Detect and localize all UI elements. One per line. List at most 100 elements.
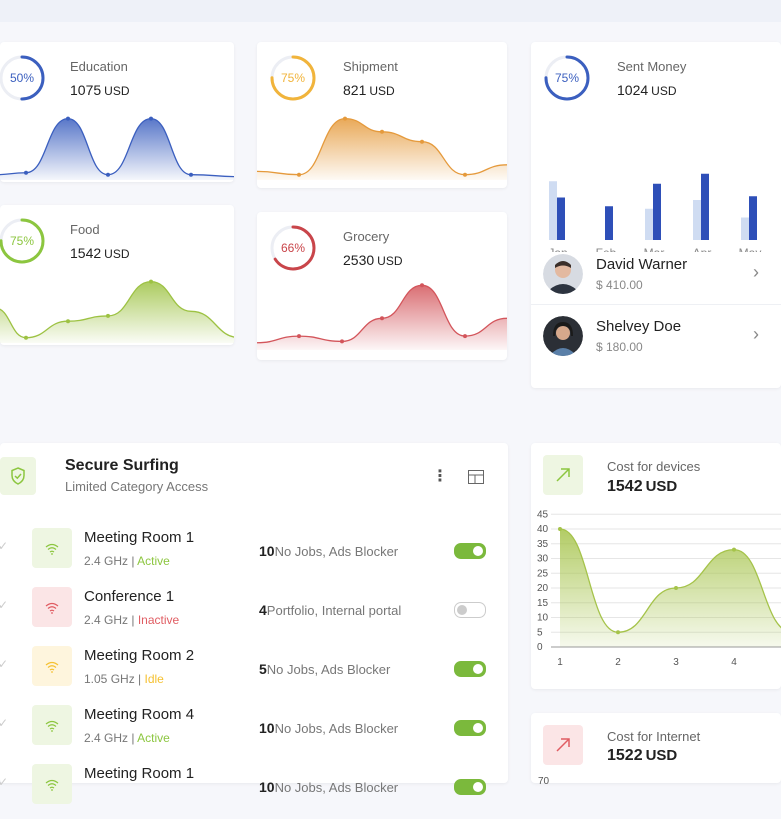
food-card: 75% Food 1542 USD — [0, 205, 234, 345]
wifi-icon — [32, 587, 72, 627]
education-currency: USD — [104, 84, 130, 98]
device-rule-count: 4 — [259, 602, 267, 618]
device-meta: 2.4 GHz | Active — [84, 731, 170, 745]
grocery-progress-ring — [270, 225, 316, 271]
food-progress-ring — [0, 218, 45, 264]
toggle-knob — [473, 664, 483, 674]
device-rule-desc: No Jobs, Ads Blocker — [274, 780, 399, 795]
device-rule-desc: No Jobs, Ads Blocker — [274, 544, 399, 559]
device-meta: 2.4 GHz | Active — [84, 554, 170, 568]
contact-name: David Warner — [596, 256, 688, 273]
device-row[interactable]: ✓ Meeting Room 1 10No Jobs, Ads Blocker — [0, 761, 492, 819]
top-bar — [0, 0, 781, 22]
device-name: Meeting Room 1 — [84, 765, 195, 782]
y-tick-label: 10 — [537, 613, 549, 624]
food-currency: USD — [104, 247, 130, 261]
cost-point — [732, 547, 736, 552]
month-label: May — [739, 246, 762, 252]
grocery-currency: USD — [377, 254, 403, 268]
food-percent: 75% — [9, 234, 35, 248]
device-rules: 4Portfolio, Internal portal — [259, 602, 401, 618]
device-toggle[interactable] — [454, 602, 486, 618]
device-row[interactable]: ✓ Meeting Room 1 2.4 GHz | Active 10No J… — [0, 525, 492, 583]
sent-money-bar-chart: Jan Feb Mar Apr May — [548, 173, 762, 252]
education-sparkline-line — [0, 117, 234, 178]
month-label: Feb — [596, 246, 617, 252]
bar-feb-1 — [605, 206, 613, 240]
cost-devices-area-chart: 0 5 10 15 20 25 30 35 40 45 1 2 3 4 — [537, 509, 781, 665]
food-sparkline-point — [149, 279, 153, 284]
device-name: Meeting Room 2 — [84, 647, 195, 664]
device-meta: 2.4 GHz | Inactive — [84, 613, 180, 627]
y-tick-label: 20 — [537, 583, 549, 594]
grocery-sparkline-point — [297, 334, 301, 339]
y-tick-label: 0 — [537, 642, 543, 653]
sent-money-amount-value: 1024 — [617, 82, 649, 98]
device-frequency: 1.05 GHz — [84, 672, 135, 686]
grocery-percent: 66% — [280, 241, 306, 255]
shipment-sparkline-point — [380, 129, 384, 134]
shipment-currency: USD — [369, 84, 395, 98]
device-toggle[interactable] — [454, 720, 486, 736]
secure-surfing-title: Secure Surfing — [65, 457, 179, 474]
chevron-right-icon[interactable]: › — [753, 324, 759, 344]
contact-row-david-warner[interactable]: David Warner $ 410.00 › — [531, 244, 781, 305]
food-sparkline-point — [66, 319, 70, 324]
wifi-icon — [32, 764, 72, 804]
device-toggle[interactable] — [454, 543, 486, 559]
grocery-sparkline-area — [257, 285, 507, 350]
shipment-sparkline-point — [420, 139, 424, 144]
food-amount: 1542 USD — [70, 245, 130, 261]
layout-icon[interactable] — [468, 470, 484, 484]
toggle-knob — [473, 782, 483, 792]
checkmark-icon: ✓ — [0, 598, 9, 612]
trend-up-icon — [543, 455, 583, 495]
x-tick-label: 4 — [731, 657, 737, 665]
grocery-sparkline-point — [340, 339, 344, 344]
device-toggle[interactable] — [454, 779, 486, 795]
cost-devices-amount-value: 1542 — [607, 478, 643, 495]
cost-devices-card: Cost for devices 1542 USD 0 5 10 15 20 25 30 35 4… — [531, 443, 781, 689]
more-vertical-icon[interactable]: ⋮ — [432, 468, 448, 485]
device-frequency: 2.4 GHz — [84, 731, 129, 745]
cost-internet-amount: 1522 USD — [607, 747, 677, 765]
bar-jan-1 — [557, 197, 565, 240]
cost-internet-card: Cost for Internet 1522 USD 70 — [531, 713, 781, 787]
device-rule-desc: No Jobs, Ads Blocker — [266, 662, 391, 677]
contact-row-shelvey-doe[interactable]: Shelvey Doe $ 180.00 › — [531, 306, 781, 366]
shipment-amount: 821 USD — [343, 82, 395, 98]
device-status: Idle — [144, 672, 164, 686]
bar-mar-1 — [653, 183, 661, 240]
toggle-knob — [473, 723, 483, 733]
device-name: Meeting Room 1 — [84, 529, 195, 546]
device-frequency: 2.4 GHz — [84, 613, 129, 627]
device-rule-count: 5 — [259, 661, 267, 677]
grocery-sparkline-point — [380, 316, 384, 321]
education-sparkline-point — [189, 172, 193, 177]
month-label: Mar — [644, 246, 665, 252]
food-sparkline-area — [0, 281, 234, 343]
education-sparkline-point — [24, 170, 28, 175]
cost-point — [616, 630, 620, 635]
device-toggle[interactable] — [454, 661, 486, 677]
device-name: Conference 1 — [84, 588, 175, 605]
wifi-icon — [32, 528, 72, 568]
y-tick-label: 30 — [537, 554, 549, 565]
x-tick-label: 1 — [557, 657, 563, 665]
device-row[interactable]: ✓ Meeting Room 4 2.4 GHz | Active 10No J… — [0, 702, 492, 760]
bar-apr-0 — [693, 200, 701, 240]
y-tick-label: 40 — [537, 524, 549, 535]
grocery-sparkline-point — [463, 334, 467, 339]
sent-money-label: Sent Money — [617, 59, 687, 74]
education-sparkline-point — [106, 172, 110, 177]
device-row[interactable]: ✓ Conference 1 2.4 GHz | Inactive 4Portf… — [0, 584, 492, 642]
device-status: Active — [137, 554, 170, 568]
x-tick-label: 2 — [615, 657, 621, 665]
device-row[interactable]: ✓ Meeting Room 2 1.05 GHz | Idle 5No Job… — [0, 643, 492, 701]
month-label: Apr — [693, 246, 712, 252]
chevron-right-icon[interactable]: › — [753, 262, 759, 282]
wifi-icon — [32, 646, 72, 686]
education-label: Education — [70, 59, 128, 74]
shipment-sparkline-point — [463, 172, 467, 177]
education-amount: 1075 USD — [70, 82, 130, 98]
